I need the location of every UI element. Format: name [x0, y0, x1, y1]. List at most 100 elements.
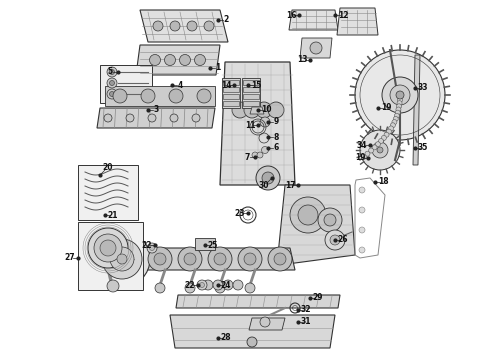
Circle shape	[389, 126, 393, 131]
Polygon shape	[138, 248, 295, 270]
Circle shape	[232, 102, 248, 118]
Circle shape	[223, 280, 233, 290]
Circle shape	[109, 69, 115, 75]
Text: 22: 22	[142, 240, 152, 249]
Text: 19: 19	[355, 153, 365, 162]
Circle shape	[179, 54, 191, 66]
Circle shape	[244, 102, 260, 118]
Circle shape	[330, 235, 340, 245]
Circle shape	[141, 89, 155, 103]
Circle shape	[113, 89, 127, 103]
Circle shape	[149, 54, 161, 66]
Circle shape	[372, 142, 388, 158]
Circle shape	[199, 283, 204, 288]
Text: 24: 24	[221, 280, 231, 289]
Circle shape	[397, 101, 402, 105]
Circle shape	[94, 231, 150, 287]
Text: 32: 32	[301, 306, 311, 315]
Circle shape	[197, 89, 211, 103]
Polygon shape	[250, 107, 264, 114]
Polygon shape	[97, 108, 215, 128]
Circle shape	[204, 21, 214, 31]
Text: 17: 17	[285, 180, 295, 189]
Circle shape	[154, 253, 166, 265]
Circle shape	[107, 89, 117, 99]
Text: 30: 30	[259, 181, 269, 190]
Circle shape	[359, 187, 365, 193]
Circle shape	[377, 147, 383, 153]
Circle shape	[203, 280, 213, 290]
Text: 10: 10	[261, 105, 271, 114]
Bar	[78, 222, 143, 290]
Circle shape	[109, 91, 115, 96]
Text: 3: 3	[153, 105, 159, 114]
Circle shape	[393, 116, 398, 121]
Bar	[100, 65, 152, 103]
Polygon shape	[136, 45, 220, 75]
Circle shape	[324, 214, 336, 226]
Text: 11: 11	[245, 121, 255, 130]
Circle shape	[245, 283, 255, 293]
Text: 29: 29	[313, 293, 323, 302]
Bar	[243, 94, 259, 99]
Circle shape	[256, 102, 272, 118]
Text: 12: 12	[338, 10, 348, 19]
Circle shape	[94, 234, 122, 262]
Circle shape	[397, 98, 402, 103]
Circle shape	[318, 208, 342, 232]
Text: 19: 19	[381, 104, 391, 112]
Polygon shape	[222, 78, 240, 108]
Circle shape	[197, 280, 207, 290]
Circle shape	[185, 283, 195, 293]
Circle shape	[109, 81, 115, 85]
Circle shape	[396, 107, 401, 112]
Text: 25: 25	[208, 240, 218, 249]
Text: 1: 1	[216, 63, 220, 72]
Circle shape	[148, 114, 156, 122]
Polygon shape	[413, 55, 420, 165]
Circle shape	[360, 130, 400, 170]
Polygon shape	[105, 86, 215, 106]
Circle shape	[268, 102, 284, 118]
Circle shape	[378, 139, 384, 144]
Circle shape	[214, 253, 226, 265]
Circle shape	[368, 148, 373, 153]
Text: 7: 7	[245, 153, 250, 162]
Circle shape	[260, 317, 270, 327]
Bar	[223, 101, 239, 106]
Text: 26: 26	[338, 235, 348, 244]
Circle shape	[147, 243, 157, 253]
Circle shape	[247, 337, 257, 347]
Circle shape	[274, 253, 286, 265]
Circle shape	[244, 253, 256, 265]
Polygon shape	[289, 10, 338, 30]
Text: 28: 28	[220, 333, 231, 342]
Text: 33: 33	[418, 84, 428, 93]
Circle shape	[381, 135, 387, 140]
Circle shape	[252, 152, 258, 158]
Circle shape	[104, 114, 112, 122]
Text: 6: 6	[273, 144, 279, 153]
Circle shape	[384, 132, 389, 137]
Bar	[223, 80, 239, 85]
Polygon shape	[249, 318, 285, 330]
Circle shape	[238, 247, 262, 271]
Circle shape	[165, 54, 175, 66]
Text: 5: 5	[107, 68, 113, 77]
Circle shape	[262, 147, 269, 153]
Circle shape	[375, 142, 380, 147]
Text: 21: 21	[108, 211, 118, 220]
Circle shape	[110, 247, 134, 271]
Bar	[243, 87, 259, 92]
Text: 2: 2	[223, 15, 229, 24]
Polygon shape	[337, 8, 378, 35]
Text: 35: 35	[418, 144, 428, 153]
Circle shape	[387, 129, 392, 134]
Polygon shape	[170, 315, 335, 348]
Circle shape	[126, 114, 134, 122]
Circle shape	[233, 280, 243, 290]
Text: 9: 9	[273, 117, 279, 126]
Circle shape	[100, 240, 116, 256]
Circle shape	[208, 247, 232, 271]
Text: 27: 27	[65, 253, 75, 262]
